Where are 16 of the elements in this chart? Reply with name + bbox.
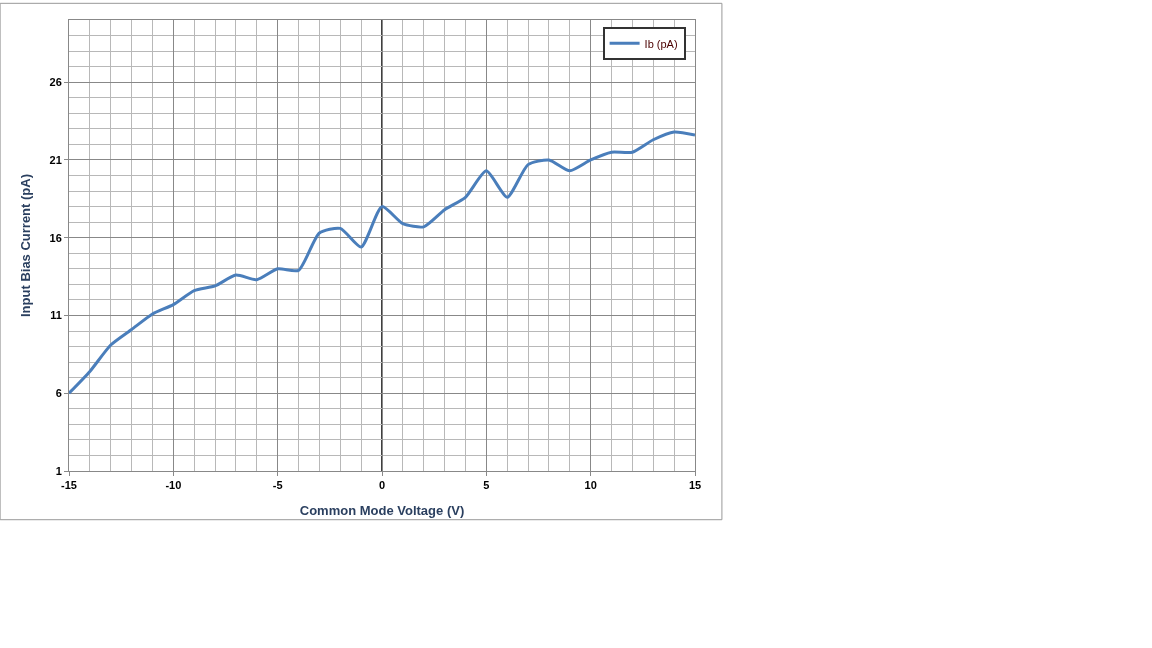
x-tick-label: 10 [584, 479, 597, 492]
x-tick-label: 5 [483, 479, 490, 492]
x-tick-label: 15 [688, 479, 702, 492]
x-tick-label: 0 [378, 479, 386, 492]
x-tick-label: -5 [272, 479, 283, 492]
y-tick-label: 26 [49, 76, 62, 89]
y-tick-label: 6 [55, 387, 62, 400]
y-tick-label: 11 [50, 309, 62, 322]
y-tick-label: 1 [55, 464, 62, 477]
y-tick-label: 21 [49, 153, 62, 166]
x-axis-title: Common Mode Voltage (V) [299, 502, 465, 518]
x-tick-label: -15 [61, 479, 77, 492]
y-tick-label: 16 [49, 231, 62, 244]
y-axis-title: Input Bias Current (pA) [18, 174, 34, 317]
x-tick-label: -10 [165, 479, 182, 492]
legend-label: Ib (pA) [644, 37, 678, 50]
